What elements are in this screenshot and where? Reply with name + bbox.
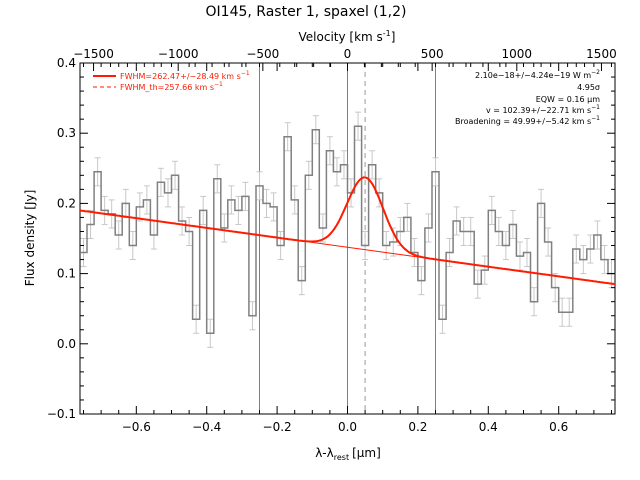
spectrum-line [80,125,615,335]
velocity-tick-label: −1500 [73,47,114,61]
annotation-velocity: v = 102.39+/−22.71 km s−1 [486,104,600,115]
velocity-tick-label: 500 [421,47,444,61]
velocity-tick-label: −500 [246,47,279,61]
velocity-tick-label: 1000 [502,47,533,61]
annotation-sigma: 4.95σ [577,83,600,92]
x-axis: −0.6 −0.4 −0.2 0.0 0.2 0.4 0.6 [83,63,612,434]
legend-label-fwhm-th: FWHM_th=257.66 km s−1 [120,81,223,92]
y-tick-label: 0.2 [57,196,76,210]
y-tick-label: 0.1 [57,267,76,281]
velocity-tick-label: 0 [344,47,352,61]
plot-area: −0.6 −0.4 −0.2 0.0 0.2 0.4 0.6 −0.1 0.0 0.1 0.2 0.… [47,47,617,434]
y-tick-label: 0.0 [57,337,76,351]
legend-label-fwhm: FWHM=262.47+/−28.49 km s−1 [120,70,250,81]
y-tick-label: 0.4 [57,56,76,70]
velocity-axis: −1500 −1000 −500 0 500 1000 1500 [73,47,617,71]
x-tick-label: −0.2 [263,420,292,434]
top-axis-label: Velocity [km s-1] [299,29,396,44]
reference-lines [259,63,436,414]
annotation-flux: 2.10e−18+/−4.24e−19 W m−2 [475,69,600,80]
chart-title: OI145, Raster 1, spaxel (1,2) [206,4,407,20]
x-tick-label: 0.6 [549,420,568,434]
x-tick-label: −0.4 [192,420,221,434]
y-tick-label: −0.1 [47,407,76,421]
y-tick-label: 0.3 [57,126,76,140]
velocity-tick-label: −1000 [158,47,199,61]
fit-annotations: 2.10e−18+/−4.24e−19 W m−2 4.95σ EQW = 0.… [455,69,600,126]
y-axis-label: Flux density [Jy] [23,190,37,287]
fit-series [79,176,616,286]
spectrum-series [80,111,615,348]
x-tick-label: 0.0 [338,420,357,434]
y-axis: −0.1 0.0 0.1 0.2 0.3 0.4 [47,56,615,421]
legend: FWHM=262.47+/−28.49 km s−1 FWHM_th=257.6… [93,70,250,92]
annotation-broadening: Broadening = 49.99+/−5.42 km s−1 [455,115,600,126]
gaussian-fit-line [79,176,616,286]
x-axis-label: λ-λrest [μm] [315,446,381,462]
x-tick-label: 0.4 [479,420,498,434]
annotation-eqw: EQW = 0.16 μm [536,95,600,104]
velocity-tick-label: 1500 [586,47,617,61]
x-tick-label: −0.6 [122,420,151,434]
x-tick-label: 0.2 [408,420,427,434]
